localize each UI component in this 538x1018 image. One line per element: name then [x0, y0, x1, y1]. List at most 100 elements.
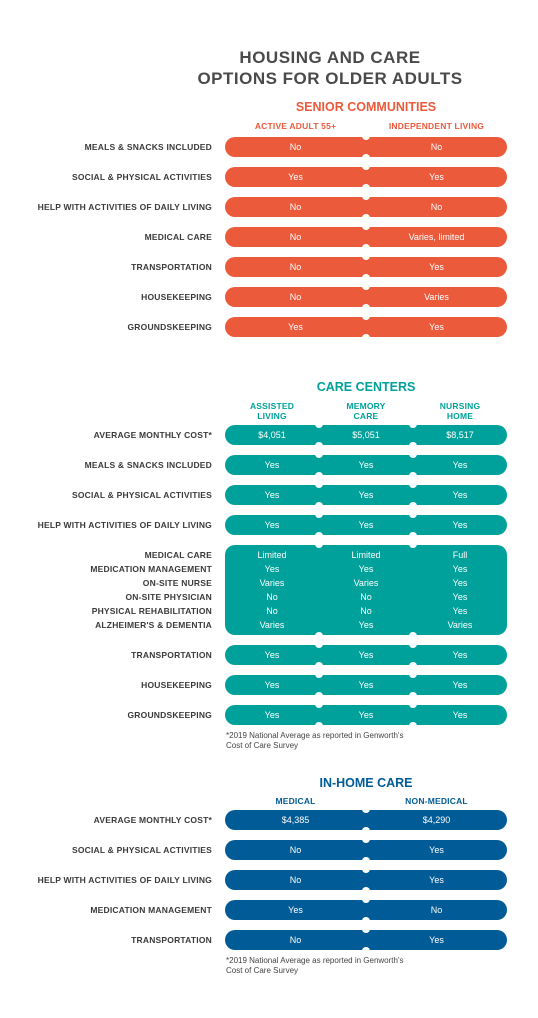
care-group-cell: Yes — [452, 606, 468, 616]
senior-cell: No — [289, 232, 302, 242]
inhome-row-label: MEDICATION MANAGEMENT — [90, 905, 212, 915]
care-group-cell: Yes — [452, 578, 468, 588]
inhome-cell: No — [289, 845, 302, 855]
care-cell: Yes — [264, 460, 280, 470]
senior-cell: No — [430, 142, 443, 152]
senior-row: MEALS & SNACKS INCLUDED No No — [0, 136, 538, 158]
care-bar-notch — [409, 442, 417, 446]
care-row-bar: Yes Yes Yes — [225, 674, 507, 696]
senior-row-bar: No Yes — [225, 256, 507, 278]
care-group-cell: Yes — [264, 564, 280, 574]
care-group-cell: Yes — [452, 592, 468, 602]
care-bar-notch — [409, 454, 417, 458]
care-row-bar: Yes Yes Yes — [225, 644, 507, 666]
senior-row: HOUSEKEEPING No Varies — [0, 286, 538, 308]
care-cell: Yes — [358, 710, 374, 720]
senior-cell: Varies — [424, 292, 449, 302]
care-col-head-3-line-1: NURSING — [439, 401, 481, 411]
inhome-row: SOCIAL & PHYSICAL ACTIVITIES No Yes — [0, 839, 538, 861]
care-row: TRANSPORTATION Yes Yes Yes — [0, 644, 538, 666]
inhome-cell: No — [430, 905, 443, 915]
care-row: GROUNDSKEEPING Yes Yes Yes — [0, 704, 538, 726]
care-group-notch — [315, 544, 323, 548]
care-bar-notch — [315, 514, 323, 518]
care-bar-notch — [315, 484, 323, 488]
care-cell: Yes — [264, 490, 280, 500]
senior-cell: No — [289, 292, 302, 302]
senior-cell: Yes — [429, 322, 444, 332]
care-bar-notch — [409, 692, 417, 696]
inhome-row-label: TRANSPORTATION — [131, 935, 212, 945]
care-footnote-line-1: *2019 National Average as reported in Ge… — [226, 731, 404, 740]
care-bar-notch — [315, 532, 323, 536]
care-cell: Yes — [264, 650, 280, 660]
care-bar-notch — [409, 662, 417, 666]
inhome-row: MEDICATION MANAGEMENT Yes No — [0, 899, 538, 921]
care-bar-notch — [315, 692, 323, 696]
care-col-head-2-line-1: MEMORY — [346, 401, 386, 411]
care-row-label: GROUNDSKEEPING — [127, 710, 212, 720]
senior-bar-notch — [362, 256, 370, 260]
care-group-cell: Full — [452, 550, 468, 560]
care-bar-notch — [315, 644, 323, 648]
inhome-bar-notch — [362, 809, 370, 813]
inhome-cell: No — [289, 875, 302, 885]
senior-bar-notch — [362, 196, 370, 200]
care-bar-notch — [409, 704, 417, 708]
inhome-footnote: *2019 National Average as reported in Ge… — [226, 956, 404, 976]
care-cell: Yes — [358, 680, 374, 690]
care-cell: Yes — [264, 710, 280, 720]
inhome-bar-notch — [362, 839, 370, 843]
care-group-cell: Yes — [452, 564, 468, 574]
senior-row-bar: No Varies, limited — [225, 226, 507, 248]
inhome-row-label: HELP WITH ACTIVITIES OF DAILY LIVING — [37, 875, 212, 885]
care-row-bar: Yes Yes Yes — [225, 454, 507, 476]
care-bar-notch — [315, 502, 323, 506]
inhome-bar-notch — [362, 929, 370, 933]
senior-row-label: HOUSEKEEPING — [141, 292, 212, 302]
inhome-row: HELP WITH ACTIVITIES OF DAILY LIVING No Ye… — [0, 869, 538, 891]
care-cell: $5,051 — [352, 430, 380, 440]
care-group-cell: Varies — [259, 578, 285, 588]
senior-row-label: MEALS & SNACKS INCLUDED — [84, 142, 212, 152]
senior-bar-notch — [362, 274, 370, 278]
inhome-cell: Yes — [429, 845, 444, 855]
care-cell: Yes — [452, 460, 468, 470]
care-section-title: CARE CENTERS — [316, 380, 416, 394]
senior-cell: Yes — [288, 322, 303, 332]
care-cell: Yes — [358, 460, 374, 470]
inhome-row-label: SOCIAL & PHYSICAL ACTIVITIES — [71, 845, 212, 855]
care-group-label: ALZHEIMER'S & DEMENTIA — [95, 620, 212, 630]
care-row: HOUSEKEEPING Yes Yes Yes — [0, 674, 538, 696]
care-group-cell: No — [266, 606, 278, 616]
care-row-label: TRANSPORTATION — [131, 650, 212, 660]
inhome-col-head-1: MEDICAL — [275, 796, 316, 806]
inhome-bar-notch — [362, 827, 370, 831]
care-cell: Yes — [358, 490, 374, 500]
care-bar-notch — [409, 502, 417, 506]
senior-cell: No — [289, 202, 302, 212]
care-row-label: AVERAGE MONTHLY COST* — [93, 430, 212, 440]
senior-bar-notch — [362, 286, 370, 290]
senior-row-label: SOCIAL & PHYSICAL ACTIVITIES — [71, 172, 212, 182]
inhome-row-bar: $4,385 $4,290 — [225, 809, 507, 831]
inhome-section-title: IN-HOME CARE — [319, 776, 413, 790]
inhome-row-bar: No Yes — [225, 839, 507, 861]
care-group-cell: Varies — [447, 620, 473, 630]
page-title-line-2: OPTIONS FOR OLDER ADULTS — [197, 69, 463, 88]
care-group-cell: Limited — [351, 550, 381, 560]
senior-bar-notch — [362, 226, 370, 230]
care-row-bar: Yes Yes Yes — [225, 704, 507, 726]
senior-row: MEDICAL CARE No Varies, limited — [0, 226, 538, 248]
care-group-label: MEDICAL CARE — [144, 550, 212, 560]
care-group-label: PHYSICAL REHABILITATION — [91, 606, 212, 616]
inhome-bar-notch — [362, 899, 370, 903]
care-bar-notch — [315, 472, 323, 476]
care-row-label: HELP WITH ACTIVITIES OF DAILY LIVING — [37, 520, 212, 530]
senior-row: TRANSPORTATION No Yes — [0, 256, 538, 278]
senior-row-bar: No No — [225, 136, 507, 158]
page-title-line-1: HOUSING AND CARE — [239, 48, 421, 67]
senior-row: SOCIAL & PHYSICAL ACTIVITIES Yes Yes — [0, 166, 538, 188]
care-group-cell: No — [360, 592, 372, 602]
care-bar-notch — [315, 722, 323, 726]
